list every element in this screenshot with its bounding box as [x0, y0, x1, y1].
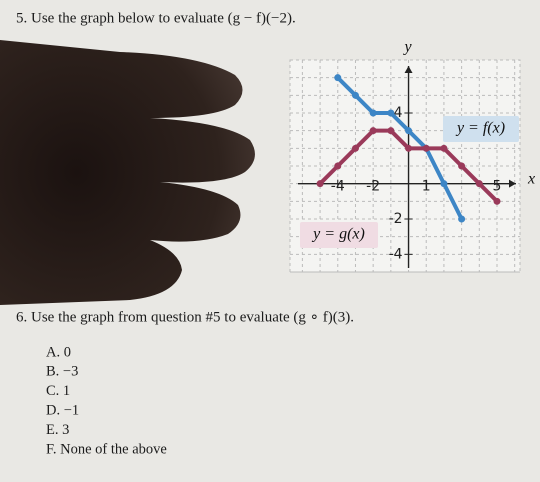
function-label: y = f(x)	[455, 120, 505, 137]
options: A. 0 B. −3 C. 1 D. −1 E. 3 F. None of the abo…	[46, 344, 167, 457]
point	[334, 74, 342, 82]
point	[316, 180, 324, 188]
label-box	[443, 116, 519, 142]
x-axis-label: x	[527, 170, 535, 187]
point	[458, 162, 466, 170]
y-tick-label: 4	[394, 105, 403, 121]
label-box	[300, 222, 378, 248]
point	[351, 91, 359, 99]
function-label: y = g(x)	[311, 226, 365, 243]
option: B. −3	[46, 364, 78, 380]
point	[369, 109, 377, 117]
option: F. None of the above	[46, 441, 167, 457]
graph: x y -4 -2 1 5 4 -2 -4 y = f(x) y = g(x)	[289, 39, 535, 273]
option: A. 0	[46, 344, 71, 360]
x-tick-label: -2	[366, 179, 380, 195]
point	[334, 162, 342, 170]
y-axis-label: y	[403, 39, 413, 56]
hand-occlusion	[0, 40, 255, 305]
x-tick-label: 1	[422, 179, 431, 195]
point	[387, 109, 395, 117]
point	[387, 127, 395, 135]
point	[475, 180, 483, 188]
function-line	[336, 76, 464, 220]
x-tick-label: 5	[493, 179, 502, 195]
option: E. 3	[46, 422, 69, 438]
x-tick-label: -4	[331, 179, 345, 195]
point	[405, 144, 413, 152]
point	[458, 215, 466, 223]
point	[440, 180, 448, 188]
point	[440, 144, 448, 152]
point	[422, 144, 430, 152]
point	[369, 127, 377, 135]
y-tick-label: -2	[389, 211, 403, 227]
question-text: 6. Use the graph from question #5 to eva…	[16, 309, 354, 325]
point	[405, 127, 413, 135]
point	[493, 197, 501, 205]
point	[351, 144, 359, 152]
y-tick-label: -4	[389, 246, 403, 262]
question-text: 5. Use the graph below to evaluate (g − …	[16, 10, 296, 26]
option: D. −1	[46, 403, 79, 419]
option: C. 1	[46, 383, 70, 399]
